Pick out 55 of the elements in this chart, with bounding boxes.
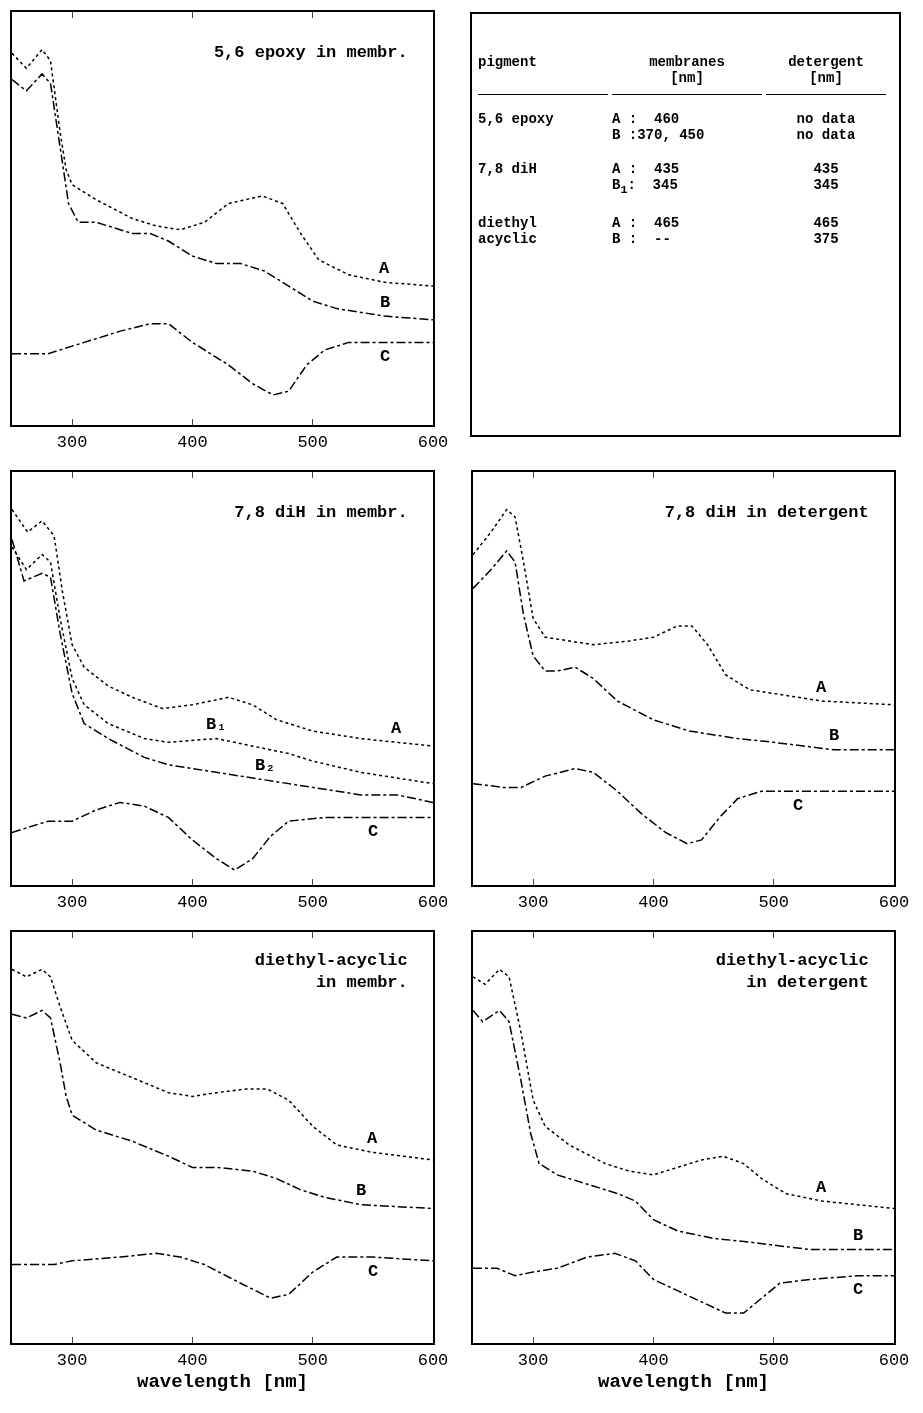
x-axis-title: wavelength [nm] [597,1370,770,1393]
chart-title: 5,6 epoxy in membr. [213,42,408,62]
series-label: B [356,1181,367,1200]
text: 465 375 [812,213,840,249]
text: detergent [nm] [766,14,886,95]
series-label: A [391,719,402,738]
x-tick-label: 300 [517,893,549,913]
x-tick-label: 600 [878,1351,910,1371]
x-tick-label: 600 [417,893,449,913]
text: A : 465 B : -- [612,213,681,249]
series-label: B [829,726,840,745]
text: A : 460 B :370, 450 [612,110,706,145]
x-tick-label: 300 [56,1351,88,1371]
series-label: A [367,1129,378,1148]
x-tick-label: 400 [638,1351,669,1371]
text: 5,6 epoxy [478,110,555,129]
chart-title: 7,8 diH in membr. [234,502,408,522]
series-label: A [816,1178,827,1197]
x-tick-label: 600 [417,1351,449,1371]
series-label: C [793,796,804,815]
text: 435 345 [812,160,840,195]
x-tick-label: 500 [758,1351,790,1371]
x-tick-label: 400 [638,893,669,913]
x-tick-label: 300 [56,893,88,913]
text: 7,8 diH [478,160,538,179]
text: no data no data [795,110,857,145]
x-tick-label: 400 [177,1351,208,1371]
series-label: A [379,259,390,278]
series-label: A [816,678,827,697]
series-label: B [853,1226,864,1245]
x-tick-label: 300 [56,433,88,453]
x-tick-label: 500 [297,433,329,453]
series-label: C [853,1280,864,1299]
x-tick-label: 300 [517,1351,549,1371]
series-label: B₁ [206,715,227,734]
series-label: B [380,293,391,312]
x-tick-label: 400 [177,893,208,913]
series-label: C [380,347,391,366]
text: pigment [478,14,608,95]
chart-title: diethyl-acyclic in detergent [705,950,869,992]
x-tick-label: 600 [878,893,910,913]
x-tick-label: 600 [417,433,449,453]
x-tick-label: 500 [758,893,790,913]
series-label: C [368,1262,379,1281]
x-tick-label: 500 [297,893,329,913]
x-tick-label: 400 [177,433,208,453]
chart-title: 7,8 diH in detergent [664,502,869,522]
x-axis-title: wavelength [nm] [136,1370,309,1393]
text: diethyl acyclic [478,213,538,249]
text: membranes [nm] [612,14,762,95]
text: A : 435 B$_{1}$: 345 [612,160,681,199]
chart-title: diethyl-acyclic in membr. [254,950,408,992]
series-label: B₂ [255,756,276,775]
x-tick-label: 500 [297,1351,329,1371]
series-label: C [368,822,379,841]
